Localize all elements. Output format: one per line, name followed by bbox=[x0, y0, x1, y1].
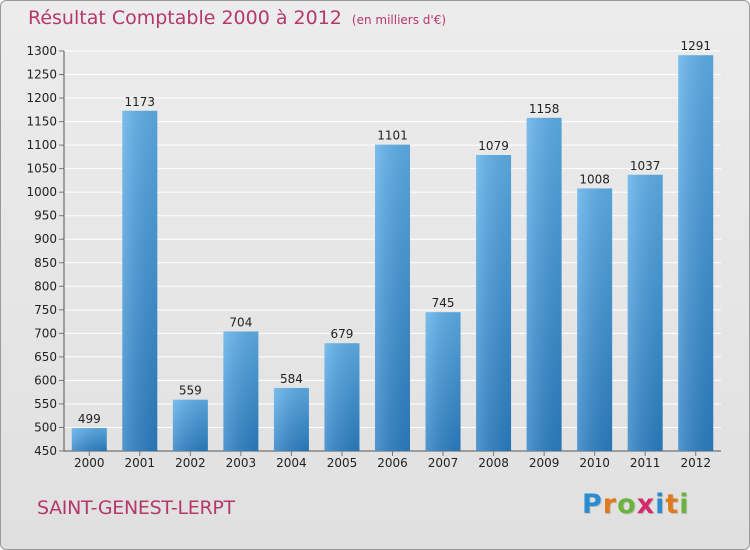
x-tick-label: 2006 bbox=[377, 456, 408, 470]
y-tick-label: 1250 bbox=[26, 68, 57, 82]
y-tick-label: 950 bbox=[34, 209, 57, 223]
bar-shade bbox=[577, 188, 613, 452]
logo-letter: i bbox=[679, 489, 690, 520]
y-tick-label: 1150 bbox=[26, 115, 57, 129]
y-tick-label: 650 bbox=[34, 350, 57, 364]
bar-shade bbox=[476, 155, 512, 451]
bar-shade bbox=[324, 343, 360, 451]
y-tick-label: 1300 bbox=[26, 44, 57, 58]
bar-shade bbox=[172, 399, 208, 451]
chart-unit: (en milliers d'€) bbox=[351, 13, 447, 27]
y-tick-label: 600 bbox=[34, 373, 57, 387]
data-labels: 499 1173 559 704 584 679 1101 745 1079 1158 1008 10… bbox=[78, 39, 711, 426]
data-label: 1173 bbox=[125, 95, 156, 109]
proxiti-logo: Proxiti bbox=[582, 489, 690, 520]
bars bbox=[71, 55, 714, 452]
y-tick-label: 850 bbox=[34, 256, 57, 270]
logo-letter: o bbox=[617, 489, 637, 520]
y-tick-label: 1100 bbox=[26, 138, 57, 152]
data-label: 1158 bbox=[529, 102, 560, 116]
x-tick-label: 2002 bbox=[175, 456, 206, 470]
data-label: 499 bbox=[78, 412, 101, 426]
y-tick-label: 1000 bbox=[26, 185, 57, 199]
x-tick-label: 2011 bbox=[630, 456, 661, 470]
data-label: 1101 bbox=[377, 129, 408, 143]
x-tick-label: 2012 bbox=[680, 456, 711, 470]
bar-shade bbox=[627, 174, 663, 451]
data-label: 1008 bbox=[579, 172, 610, 186]
logo-letter: r bbox=[602, 489, 618, 520]
y-tick-label: 450 bbox=[34, 444, 57, 458]
bar-shade bbox=[223, 331, 259, 451]
data-label: 1291 bbox=[680, 39, 711, 53]
bar-shade bbox=[425, 312, 461, 451]
y-tick-label: 800 bbox=[34, 279, 57, 293]
x-tick-label: 2008 bbox=[478, 456, 509, 470]
chart-title: Résultat Comptable 2000 à 2012 (en millie… bbox=[28, 7, 446, 29]
logo-letter: x bbox=[636, 489, 656, 520]
x-tick-label: 2005 bbox=[327, 456, 358, 470]
y-tick-label: 550 bbox=[34, 397, 57, 411]
x-tick-label: 2004 bbox=[276, 456, 307, 470]
axes: 450 500 550 600 650 700 750 800 850 900 950 1000 105… bbox=[26, 44, 721, 470]
y-tick-label: 1050 bbox=[26, 162, 57, 176]
x-tick-label: 2001 bbox=[125, 456, 156, 470]
bar-shade bbox=[71, 427, 107, 451]
logo-letter: t bbox=[665, 489, 680, 520]
data-label: 745 bbox=[432, 296, 455, 310]
x-tick-label: 2000 bbox=[74, 456, 105, 470]
bar-shade bbox=[375, 144, 410, 451]
city-name: SAINT-GENEST-LERPT bbox=[37, 497, 235, 519]
data-label: 679 bbox=[331, 327, 354, 341]
chart-title-text: Résultat Comptable 2000 à 2012 bbox=[28, 7, 342, 29]
x-tick-label: 2010 bbox=[579, 456, 610, 470]
y-tick-label: 750 bbox=[34, 303, 57, 317]
y-tick-label: 900 bbox=[34, 232, 57, 246]
bar-shade bbox=[526, 117, 562, 451]
bar-shade bbox=[678, 55, 714, 452]
x-tick-label: 2007 bbox=[428, 456, 459, 470]
data-label: 1037 bbox=[630, 159, 661, 173]
data-label: 1079 bbox=[478, 139, 509, 153]
logo-letter: i bbox=[655, 489, 666, 520]
bar-shade bbox=[273, 387, 309, 451]
logo-letter: P bbox=[582, 489, 603, 520]
x-tick-label: 2009 bbox=[529, 456, 560, 470]
bar-chart: 450 500 550 600 650 700 750 800 850 900 950 1000 105… bbox=[26, 39, 721, 470]
y-tick-label: 1200 bbox=[26, 91, 57, 105]
y-tick-label: 700 bbox=[34, 326, 57, 340]
bar-shade bbox=[122, 110, 158, 451]
x-tick-label: 2003 bbox=[226, 456, 257, 470]
data-label: 584 bbox=[280, 372, 303, 386]
y-tick-label: 500 bbox=[34, 420, 57, 434]
data-label: 559 bbox=[179, 384, 202, 398]
data-label: 704 bbox=[229, 315, 252, 329]
